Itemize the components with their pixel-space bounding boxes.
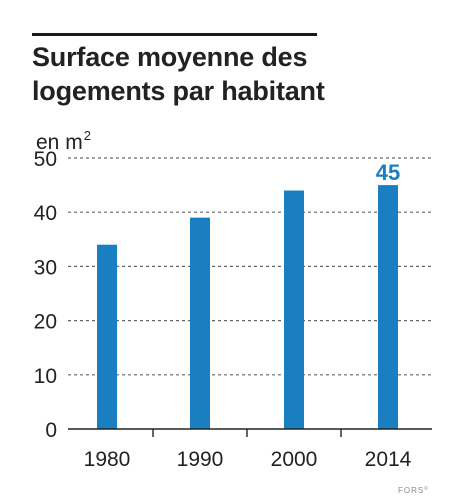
title-rule — [32, 33, 317, 36]
credit-mark: © — [424, 486, 428, 492]
unit-prefix: en m — [36, 131, 83, 154]
bar-1990 — [190, 217, 210, 429]
source-credit: FORS© — [398, 486, 428, 495]
bar-2000 — [284, 190, 304, 429]
x-tick-label: 1990 — [177, 448, 224, 471]
y-tick-label: 30 — [34, 256, 57, 279]
y-tick-label: 10 — [34, 365, 57, 388]
credit-text: FORS — [398, 486, 425, 495]
y-tick-label: 20 — [34, 311, 57, 334]
x-tick-label: 2014 — [365, 448, 412, 471]
x-tick-label: 1980 — [84, 448, 131, 471]
y-tick-label: 50 — [34, 148, 57, 171]
y-tick-label: 0 — [45, 419, 57, 442]
bar-2014 — [378, 185, 398, 429]
data-label-2014: 45 — [376, 160, 400, 185]
y-tick-label: 40 — [34, 202, 57, 225]
bar-1980 — [97, 244, 117, 429]
unit-superscript: 2 — [83, 128, 91, 143]
chart-title: Surface moyenne des logements par habita… — [32, 42, 325, 106]
x-tick-label: 2000 — [271, 448, 318, 471]
unit-label: en m2 — [36, 128, 91, 155]
